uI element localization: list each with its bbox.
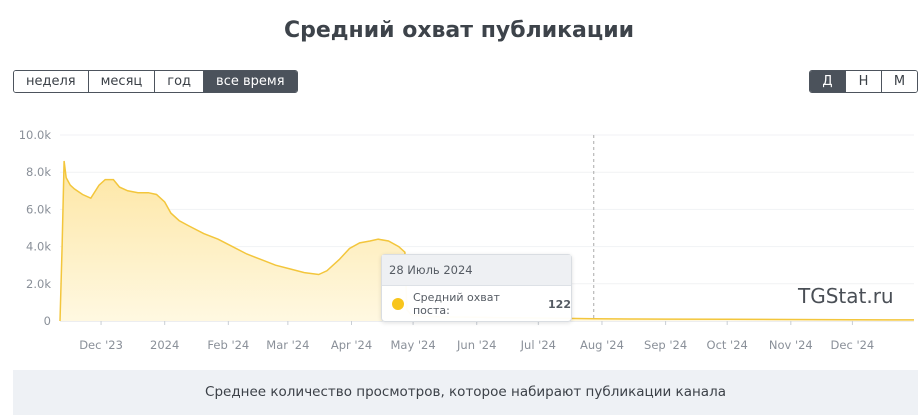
y-tick-label: 0: [44, 314, 51, 328]
x-tick-label: Oct '24: [707, 338, 748, 352]
granularity-button-week[interactable]: Н: [846, 71, 882, 92]
series-area: [60, 161, 914, 321]
granularity-button-day[interactable]: Д: [810, 71, 846, 92]
x-tick-label: Nov '24: [769, 338, 813, 352]
area-chart[interactable]: 0 2.0k 4.0k 6.0k 8.0k 10.0k Dec '23 2024 Feb '2…: [0, 120, 918, 360]
x-tick-label: 2024: [150, 338, 179, 352]
x-tick-label: Dec '24: [831, 338, 875, 352]
x-tick-label: Jun '24: [456, 338, 496, 352]
tooltip-row: Средний охват поста: 122: [382, 286, 571, 322]
tooltip-date: 28 Июль 2024: [382, 255, 571, 286]
x-tick-label: May '24: [390, 338, 435, 352]
granularity-selector: Д Н М: [809, 70, 918, 93]
chart-tooltip: 28 Июль 2024 Средний охват поста: 122: [381, 254, 572, 322]
y-axis: 0 2.0k 4.0k 6.0k 8.0k 10.0k: [19, 128, 52, 328]
series-dot-icon: [392, 298, 404, 310]
x-tick-label: Jul '24: [520, 338, 556, 352]
x-tick-label: Dec '23: [79, 338, 123, 352]
period-range-selector: неделя месяц год все время: [13, 70, 298, 93]
granularity-button-month[interactable]: М: [882, 71, 917, 92]
range-button-all-time[interactable]: все время: [204, 71, 297, 92]
range-button-year[interactable]: год: [155, 71, 205, 92]
x-axis: Dec '23 2024 Feb '24 Mar '24 Apr '24 May '24 J…: [79, 321, 874, 352]
y-tick-label: 4.0k: [26, 240, 51, 254]
x-tick-label: Apr '24: [331, 338, 372, 352]
y-tick-label: 8.0k: [26, 165, 51, 179]
x-tick-label: Feb '24: [207, 338, 249, 352]
y-tick-label: 10.0k: [19, 128, 52, 142]
watermark: TGStat.ru: [798, 284, 894, 308]
tooltip-value: 122: [548, 297, 571, 311]
x-tick-label: Mar '24: [266, 338, 309, 352]
chart-description: Среднее количество просмотров, которое н…: [13, 370, 918, 415]
chart-title: Средний охват публикации: [283, 18, 635, 43]
y-tick-label: 2.0k: [26, 277, 51, 291]
x-tick-label: Sep '24: [644, 338, 687, 352]
range-button-month[interactable]: месяц: [88, 71, 156, 92]
tooltip-series-label: Средний охват поста:: [412, 291, 500, 317]
x-tick-label: Aug '24: [580, 338, 624, 352]
y-tick-label: 6.0k: [26, 202, 51, 216]
range-button-week[interactable]: неделя: [14, 71, 89, 92]
